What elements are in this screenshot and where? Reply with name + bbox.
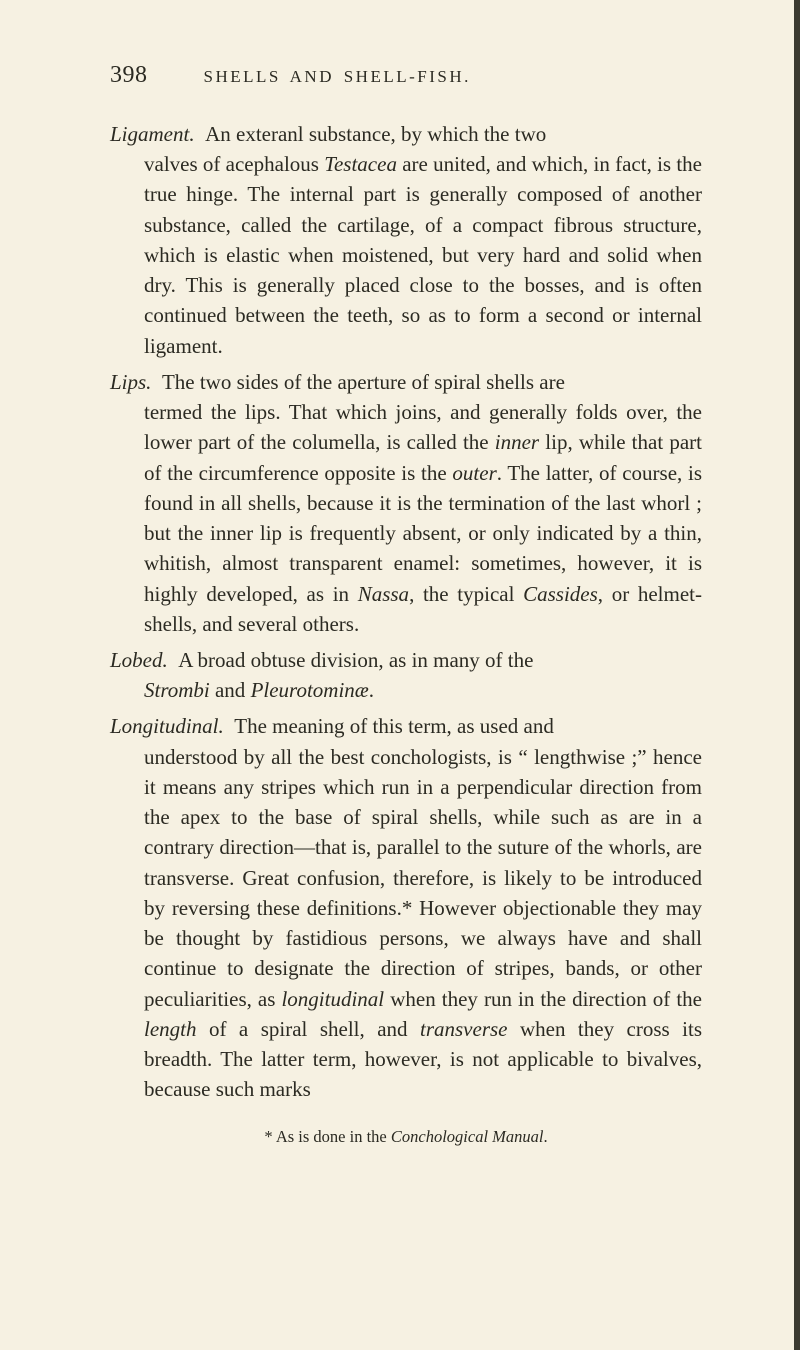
running-title: SHELLS AND SHELL-FISH. bbox=[204, 67, 471, 87]
page-number: 398 bbox=[110, 62, 148, 89]
entry-first-line: Lips. The two sides of the aperture of s… bbox=[110, 367, 702, 397]
entry-first-line: Lobed. A broad obtuse division, as in ma… bbox=[110, 645, 702, 675]
entry-continuation: valves of acephalous Testacea are united… bbox=[110, 149, 702, 361]
entry-first-line: Longitudinal. The meaning of this term, … bbox=[110, 711, 702, 741]
entry-continuation: understood by all the best conchologists… bbox=[110, 742, 702, 1105]
page-container: 398 SHELLS AND SHELL-FISH. Ligament. An … bbox=[0, 0, 800, 1187]
entry-continuation: termed the lips. That which joins, and g… bbox=[110, 397, 702, 639]
entry-lobed: Lobed. A broad obtuse division, as in ma… bbox=[110, 645, 702, 705]
entry-lips: Lips. The two sides of the aperture of s… bbox=[110, 367, 702, 639]
entry-first-line: Ligament. An exteranl substance, by whic… bbox=[110, 119, 702, 149]
entry-longitudinal: Longitudinal. The meaning of this term, … bbox=[110, 711, 702, 1104]
entry-continuation: Strombi and Pleurotominæ. bbox=[110, 675, 702, 705]
entry-ligament: Ligament. An exteranl substance, by whic… bbox=[110, 119, 702, 361]
page-header: 398 SHELLS AND SHELL-FISH. bbox=[110, 62, 702, 89]
page-edge-shadow bbox=[794, 0, 800, 1350]
footnote: * As is done in the Conchological Manual… bbox=[110, 1127, 702, 1147]
